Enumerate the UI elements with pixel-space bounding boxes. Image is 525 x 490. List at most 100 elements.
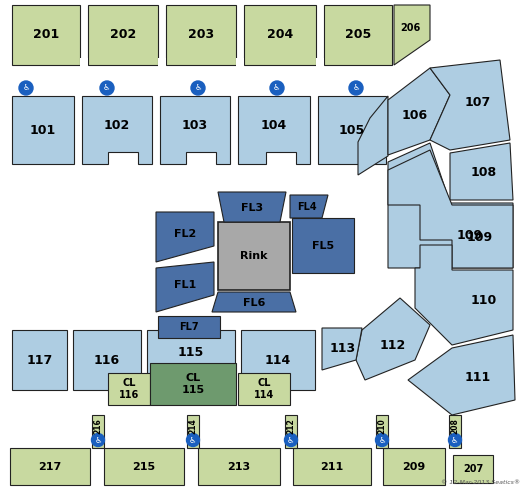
Text: 109: 109	[467, 230, 493, 244]
Circle shape	[100, 81, 114, 95]
Bar	[12, 5, 80, 65]
Text: 204: 204	[267, 28, 293, 42]
Bar	[316, 58, 324, 76]
Circle shape	[349, 81, 363, 95]
Polygon shape	[388, 150, 513, 268]
Text: 214: 214	[188, 418, 197, 434]
Text: ♿: ♿	[287, 436, 295, 444]
Text: 216: 216	[93, 418, 102, 434]
Text: 211: 211	[320, 462, 344, 471]
Bar	[80, 58, 88, 76]
Polygon shape	[408, 335, 515, 415]
Circle shape	[186, 434, 200, 446]
Bar	[244, 5, 316, 65]
Bar	[12, 330, 67, 390]
Polygon shape	[356, 298, 430, 380]
Text: ♿: ♿	[378, 436, 386, 444]
Bar	[198, 448, 280, 485]
Text: ♿: ♿	[103, 83, 111, 93]
Text: 112: 112	[380, 339, 406, 351]
Text: 110: 110	[471, 294, 497, 307]
Text: 202: 202	[110, 28, 136, 42]
Polygon shape	[450, 143, 513, 200]
Text: Rink: Rink	[240, 251, 268, 261]
Circle shape	[19, 81, 33, 95]
Text: 201: 201	[33, 28, 59, 42]
Bar	[108, 373, 150, 405]
Text: 104: 104	[261, 119, 287, 131]
Text: 217: 217	[38, 462, 61, 471]
Circle shape	[285, 434, 298, 446]
Text: 105: 105	[339, 123, 365, 137]
Text: ♿: ♿	[452, 436, 459, 444]
Text: 114: 114	[265, 353, 291, 367]
Text: 117: 117	[26, 353, 52, 367]
Bar	[453, 455, 493, 483]
Text: ♿: ♿	[94, 436, 102, 444]
Text: CL
116: CL 116	[119, 378, 139, 400]
Text: ♿: ♿	[273, 83, 281, 93]
Text: 109: 109	[457, 228, 483, 242]
Polygon shape	[388, 143, 513, 268]
Text: FL2: FL2	[174, 229, 196, 239]
Bar	[449, 415, 461, 448]
Polygon shape	[415, 245, 513, 345]
Text: FL6: FL6	[243, 298, 265, 308]
Bar	[241, 330, 315, 390]
Text: ♿: ♿	[352, 83, 360, 93]
Polygon shape	[212, 292, 296, 312]
Text: 205: 205	[345, 28, 371, 42]
Text: FL7: FL7	[179, 322, 199, 332]
Text: 102: 102	[104, 119, 130, 131]
Bar	[285, 415, 297, 448]
Polygon shape	[388, 68, 450, 155]
Bar	[92, 415, 104, 448]
Bar	[166, 5, 236, 65]
Polygon shape	[322, 328, 362, 370]
Polygon shape	[430, 60, 510, 150]
Circle shape	[448, 434, 461, 446]
Text: 113: 113	[330, 342, 356, 354]
Text: 215: 215	[132, 462, 155, 471]
Bar	[293, 448, 371, 485]
Polygon shape	[238, 96, 310, 164]
Bar	[150, 363, 236, 405]
Bar	[12, 96, 74, 164]
Circle shape	[375, 434, 388, 446]
Polygon shape	[218, 192, 286, 222]
Text: ♿: ♿	[22, 83, 30, 93]
Text: 107: 107	[465, 96, 491, 108]
Text: FL4: FL4	[297, 202, 317, 212]
Text: 103: 103	[182, 119, 208, 131]
Bar	[147, 330, 235, 375]
Bar	[158, 58, 166, 76]
Text: 207: 207	[463, 464, 483, 474]
Polygon shape	[394, 5, 430, 65]
Bar	[238, 373, 290, 405]
Text: 203: 203	[188, 28, 214, 42]
Circle shape	[191, 81, 205, 95]
Text: CL
115: CL 115	[182, 373, 205, 395]
Polygon shape	[156, 262, 214, 312]
Text: CL
114: CL 114	[254, 378, 274, 400]
Bar	[236, 58, 244, 76]
Bar	[158, 316, 220, 338]
Bar	[187, 415, 199, 448]
Bar	[10, 448, 90, 485]
Circle shape	[270, 81, 284, 95]
Text: 212: 212	[287, 418, 296, 434]
Bar	[318, 96, 386, 164]
Text: 210: 210	[377, 418, 386, 434]
Circle shape	[91, 434, 104, 446]
Bar	[383, 448, 445, 485]
Polygon shape	[156, 212, 214, 262]
Text: FL5: FL5	[312, 241, 334, 250]
Polygon shape	[160, 96, 230, 164]
Bar	[324, 5, 392, 65]
Text: 208: 208	[450, 418, 459, 434]
Bar	[292, 218, 354, 273]
Text: 213: 213	[227, 462, 250, 471]
Text: 116: 116	[94, 353, 120, 367]
Text: 108: 108	[471, 166, 497, 178]
Text: 111: 111	[465, 370, 491, 384]
